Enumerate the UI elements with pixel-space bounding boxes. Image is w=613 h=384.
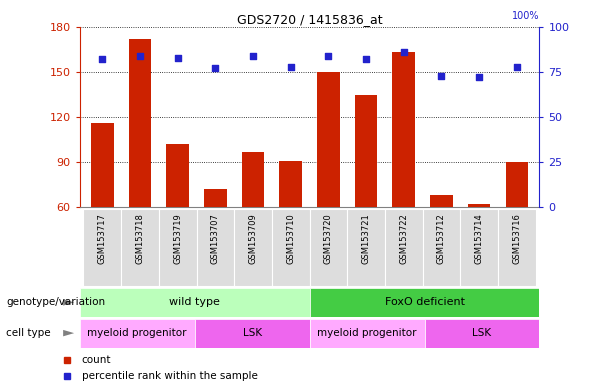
FancyBboxPatch shape [310, 319, 424, 348]
Point [210, 65, 220, 71]
FancyBboxPatch shape [83, 209, 121, 286]
Bar [204, 189, 227, 207]
Title: GDS2720 / 1415836_at: GDS2720 / 1415836_at [237, 13, 383, 26]
FancyBboxPatch shape [422, 209, 460, 286]
Bar [91, 123, 113, 207]
FancyBboxPatch shape [424, 319, 539, 348]
Bar [166, 144, 189, 207]
Point [248, 53, 258, 59]
Bar [317, 72, 340, 207]
FancyBboxPatch shape [385, 209, 422, 286]
Point [173, 55, 183, 61]
Point [436, 73, 446, 79]
Bar [242, 152, 264, 207]
Text: GSM153714: GSM153714 [474, 213, 484, 264]
FancyBboxPatch shape [80, 319, 195, 348]
Text: GSM153710: GSM153710 [286, 213, 295, 264]
FancyBboxPatch shape [310, 209, 347, 286]
Text: genotype/variation: genotype/variation [6, 297, 105, 308]
Text: LSK: LSK [243, 328, 262, 338]
Text: wild type: wild type [169, 297, 220, 308]
Text: GSM153716: GSM153716 [512, 213, 521, 264]
FancyBboxPatch shape [197, 209, 234, 286]
FancyBboxPatch shape [310, 288, 539, 317]
Text: GSM153717: GSM153717 [98, 213, 107, 264]
Point [361, 56, 371, 63]
Point [286, 63, 295, 70]
Text: cell type: cell type [6, 328, 51, 338]
Bar [129, 39, 151, 207]
Point [512, 63, 522, 70]
Text: GSM153707: GSM153707 [211, 213, 220, 264]
Bar [506, 162, 528, 207]
Text: count: count [82, 355, 111, 365]
Point [399, 49, 409, 55]
Text: myeloid progenitor: myeloid progenitor [88, 328, 187, 338]
Text: GSM153719: GSM153719 [173, 213, 182, 264]
Text: GSM153722: GSM153722 [399, 213, 408, 264]
Point [324, 53, 333, 59]
Bar [355, 94, 378, 207]
FancyBboxPatch shape [159, 209, 197, 286]
FancyBboxPatch shape [272, 209, 310, 286]
Polygon shape [63, 299, 74, 306]
Bar [280, 161, 302, 207]
Bar [468, 204, 490, 207]
FancyBboxPatch shape [460, 209, 498, 286]
Text: GSM153720: GSM153720 [324, 213, 333, 264]
Text: GSM153721: GSM153721 [362, 213, 371, 264]
FancyBboxPatch shape [80, 288, 310, 317]
Bar [430, 195, 453, 207]
Text: LSK: LSK [473, 328, 492, 338]
Text: GSM153712: GSM153712 [437, 213, 446, 264]
Point [474, 74, 484, 81]
FancyBboxPatch shape [347, 209, 385, 286]
FancyBboxPatch shape [121, 209, 159, 286]
FancyBboxPatch shape [195, 319, 310, 348]
Text: GSM153718: GSM153718 [135, 213, 145, 264]
FancyBboxPatch shape [234, 209, 272, 286]
Text: FoxO deficient: FoxO deficient [384, 297, 465, 308]
Point [135, 53, 145, 59]
Point [97, 56, 107, 63]
Text: myeloid progenitor: myeloid progenitor [318, 328, 417, 338]
Text: 100%: 100% [512, 12, 539, 22]
Text: GSM153709: GSM153709 [248, 213, 257, 264]
Text: percentile rank within the sample: percentile rank within the sample [82, 371, 257, 381]
Bar [392, 53, 415, 207]
FancyBboxPatch shape [498, 209, 536, 286]
Polygon shape [63, 330, 74, 336]
